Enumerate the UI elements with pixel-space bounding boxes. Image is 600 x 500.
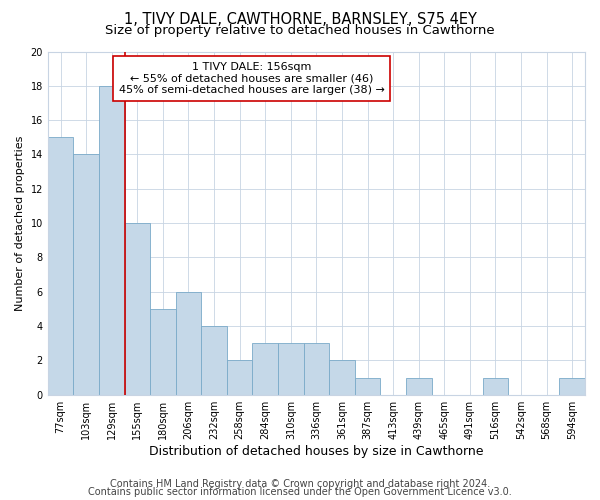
Text: Contains public sector information licensed under the Open Government Licence v3: Contains public sector information licen… [88, 487, 512, 497]
Bar [73, 154, 99, 394]
Bar [329, 360, 355, 394]
Bar [406, 378, 431, 394]
Y-axis label: Number of detached properties: Number of detached properties [15, 136, 25, 311]
Bar [150, 309, 176, 394]
Text: 1 TIVY DALE: 156sqm
← 55% of detached houses are smaller (46)
45% of semi-detach: 1 TIVY DALE: 156sqm ← 55% of detached ho… [119, 62, 385, 95]
Bar [253, 343, 278, 394]
Text: 1, TIVY DALE, CAWTHORNE, BARNSLEY, S75 4EY: 1, TIVY DALE, CAWTHORNE, BARNSLEY, S75 4… [124, 12, 476, 28]
Bar [125, 223, 150, 394]
Bar [304, 343, 329, 394]
Bar [559, 378, 585, 394]
Bar [99, 86, 125, 394]
X-axis label: Distribution of detached houses by size in Cawthorne: Distribution of detached houses by size … [149, 444, 484, 458]
Bar [278, 343, 304, 394]
Bar [48, 138, 73, 394]
Text: Contains HM Land Registry data © Crown copyright and database right 2024.: Contains HM Land Registry data © Crown c… [110, 479, 490, 489]
Bar [227, 360, 253, 394]
Text: Size of property relative to detached houses in Cawthorne: Size of property relative to detached ho… [105, 24, 495, 37]
Bar [355, 378, 380, 394]
Bar [176, 292, 201, 395]
Bar [201, 326, 227, 394]
Bar [482, 378, 508, 394]
